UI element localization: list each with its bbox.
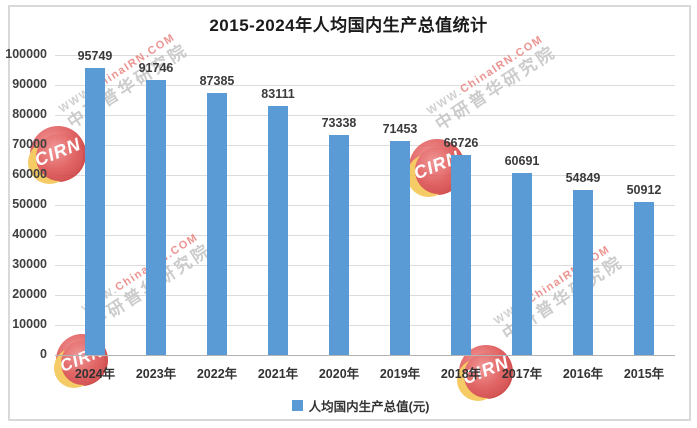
gridline bbox=[55, 325, 675, 326]
bar-value-label: 95749 bbox=[77, 48, 113, 63]
gridline bbox=[55, 235, 675, 236]
x-axis-category-label: 2015年 bbox=[623, 367, 665, 381]
badge-body bbox=[464, 352, 510, 398]
legend: 人均国内生产总值(元) bbox=[12, 396, 697, 415]
bar bbox=[85, 67, 105, 355]
bar bbox=[268, 105, 288, 355]
y-axis-tick-label: 100000 bbox=[5, 47, 47, 61]
gridline bbox=[55, 175, 675, 176]
bar-value-label: 83111 bbox=[261, 86, 295, 101]
gridline bbox=[55, 145, 675, 146]
gridline bbox=[55, 205, 675, 206]
x-axis-category-label: 2018年 bbox=[440, 367, 482, 381]
bar bbox=[451, 154, 471, 355]
y-axis-tick-label: 0 bbox=[40, 347, 47, 361]
bar-value-label: 87385 bbox=[199, 73, 235, 88]
y-axis-tick-label: 90000 bbox=[12, 77, 47, 91]
chart-title: 2015-2024年人均国内生产总值统计 bbox=[209, 16, 488, 35]
bar bbox=[390, 140, 410, 355]
y-axis-tick-label: 10000 bbox=[12, 317, 47, 331]
x-axis-category-label: 2020年 bbox=[318, 367, 360, 381]
bar-value-label: 71453 bbox=[382, 121, 418, 136]
bar bbox=[146, 79, 166, 355]
y-axis-tick-label: 80000 bbox=[12, 107, 47, 121]
x-axis-category-label: 2023年 bbox=[135, 367, 177, 381]
badge-body bbox=[35, 133, 83, 181]
bar-value-label: 66726 bbox=[443, 135, 479, 150]
y-axis-tick-label: 60000 bbox=[12, 167, 47, 181]
y-axis-tick-label: 30000 bbox=[12, 257, 47, 271]
bar-value-label: 50912 bbox=[626, 183, 662, 198]
y-axis-tick-label: 50000 bbox=[12, 197, 47, 211]
bar bbox=[512, 172, 532, 355]
x-axis-category-label: 2017年 bbox=[501, 367, 543, 381]
legend-label: 人均国内生产总值(元) bbox=[308, 400, 430, 414]
x-axis-category-label: 2022年 bbox=[196, 367, 238, 381]
y-axis-tick-label: 20000 bbox=[12, 287, 47, 301]
gridline bbox=[55, 55, 675, 56]
bar-value-label: 73338 bbox=[321, 115, 357, 130]
legend-color-swatch bbox=[291, 400, 303, 411]
bar-value-label: 54849 bbox=[565, 171, 601, 186]
x-axis-category-label: 2021年 bbox=[257, 367, 299, 381]
x-axis-category-label: 2016年 bbox=[562, 367, 604, 381]
gridline bbox=[55, 85, 675, 86]
bar bbox=[329, 134, 349, 355]
x-axis-category-label: 2019年 bbox=[379, 367, 421, 381]
cirn-watermark-badge-icon: CIRN bbox=[456, 345, 513, 402]
bar bbox=[573, 190, 593, 355]
x-axis-line bbox=[55, 355, 675, 356]
bar bbox=[634, 202, 654, 355]
gridline bbox=[55, 115, 675, 116]
bar-value-label: 60691 bbox=[504, 153, 540, 168]
bar-value-label: 91746 bbox=[138, 60, 174, 75]
gridline bbox=[55, 265, 675, 266]
gridline bbox=[55, 295, 675, 296]
bar bbox=[207, 92, 227, 355]
y-axis-tick-label: 40000 bbox=[12, 227, 47, 241]
cirn-watermark-badge-icon: CIRN bbox=[27, 126, 86, 185]
y-axis-tick-label: 70000 bbox=[12, 137, 47, 151]
x-axis-category-label: 2024年 bbox=[74, 367, 116, 381]
